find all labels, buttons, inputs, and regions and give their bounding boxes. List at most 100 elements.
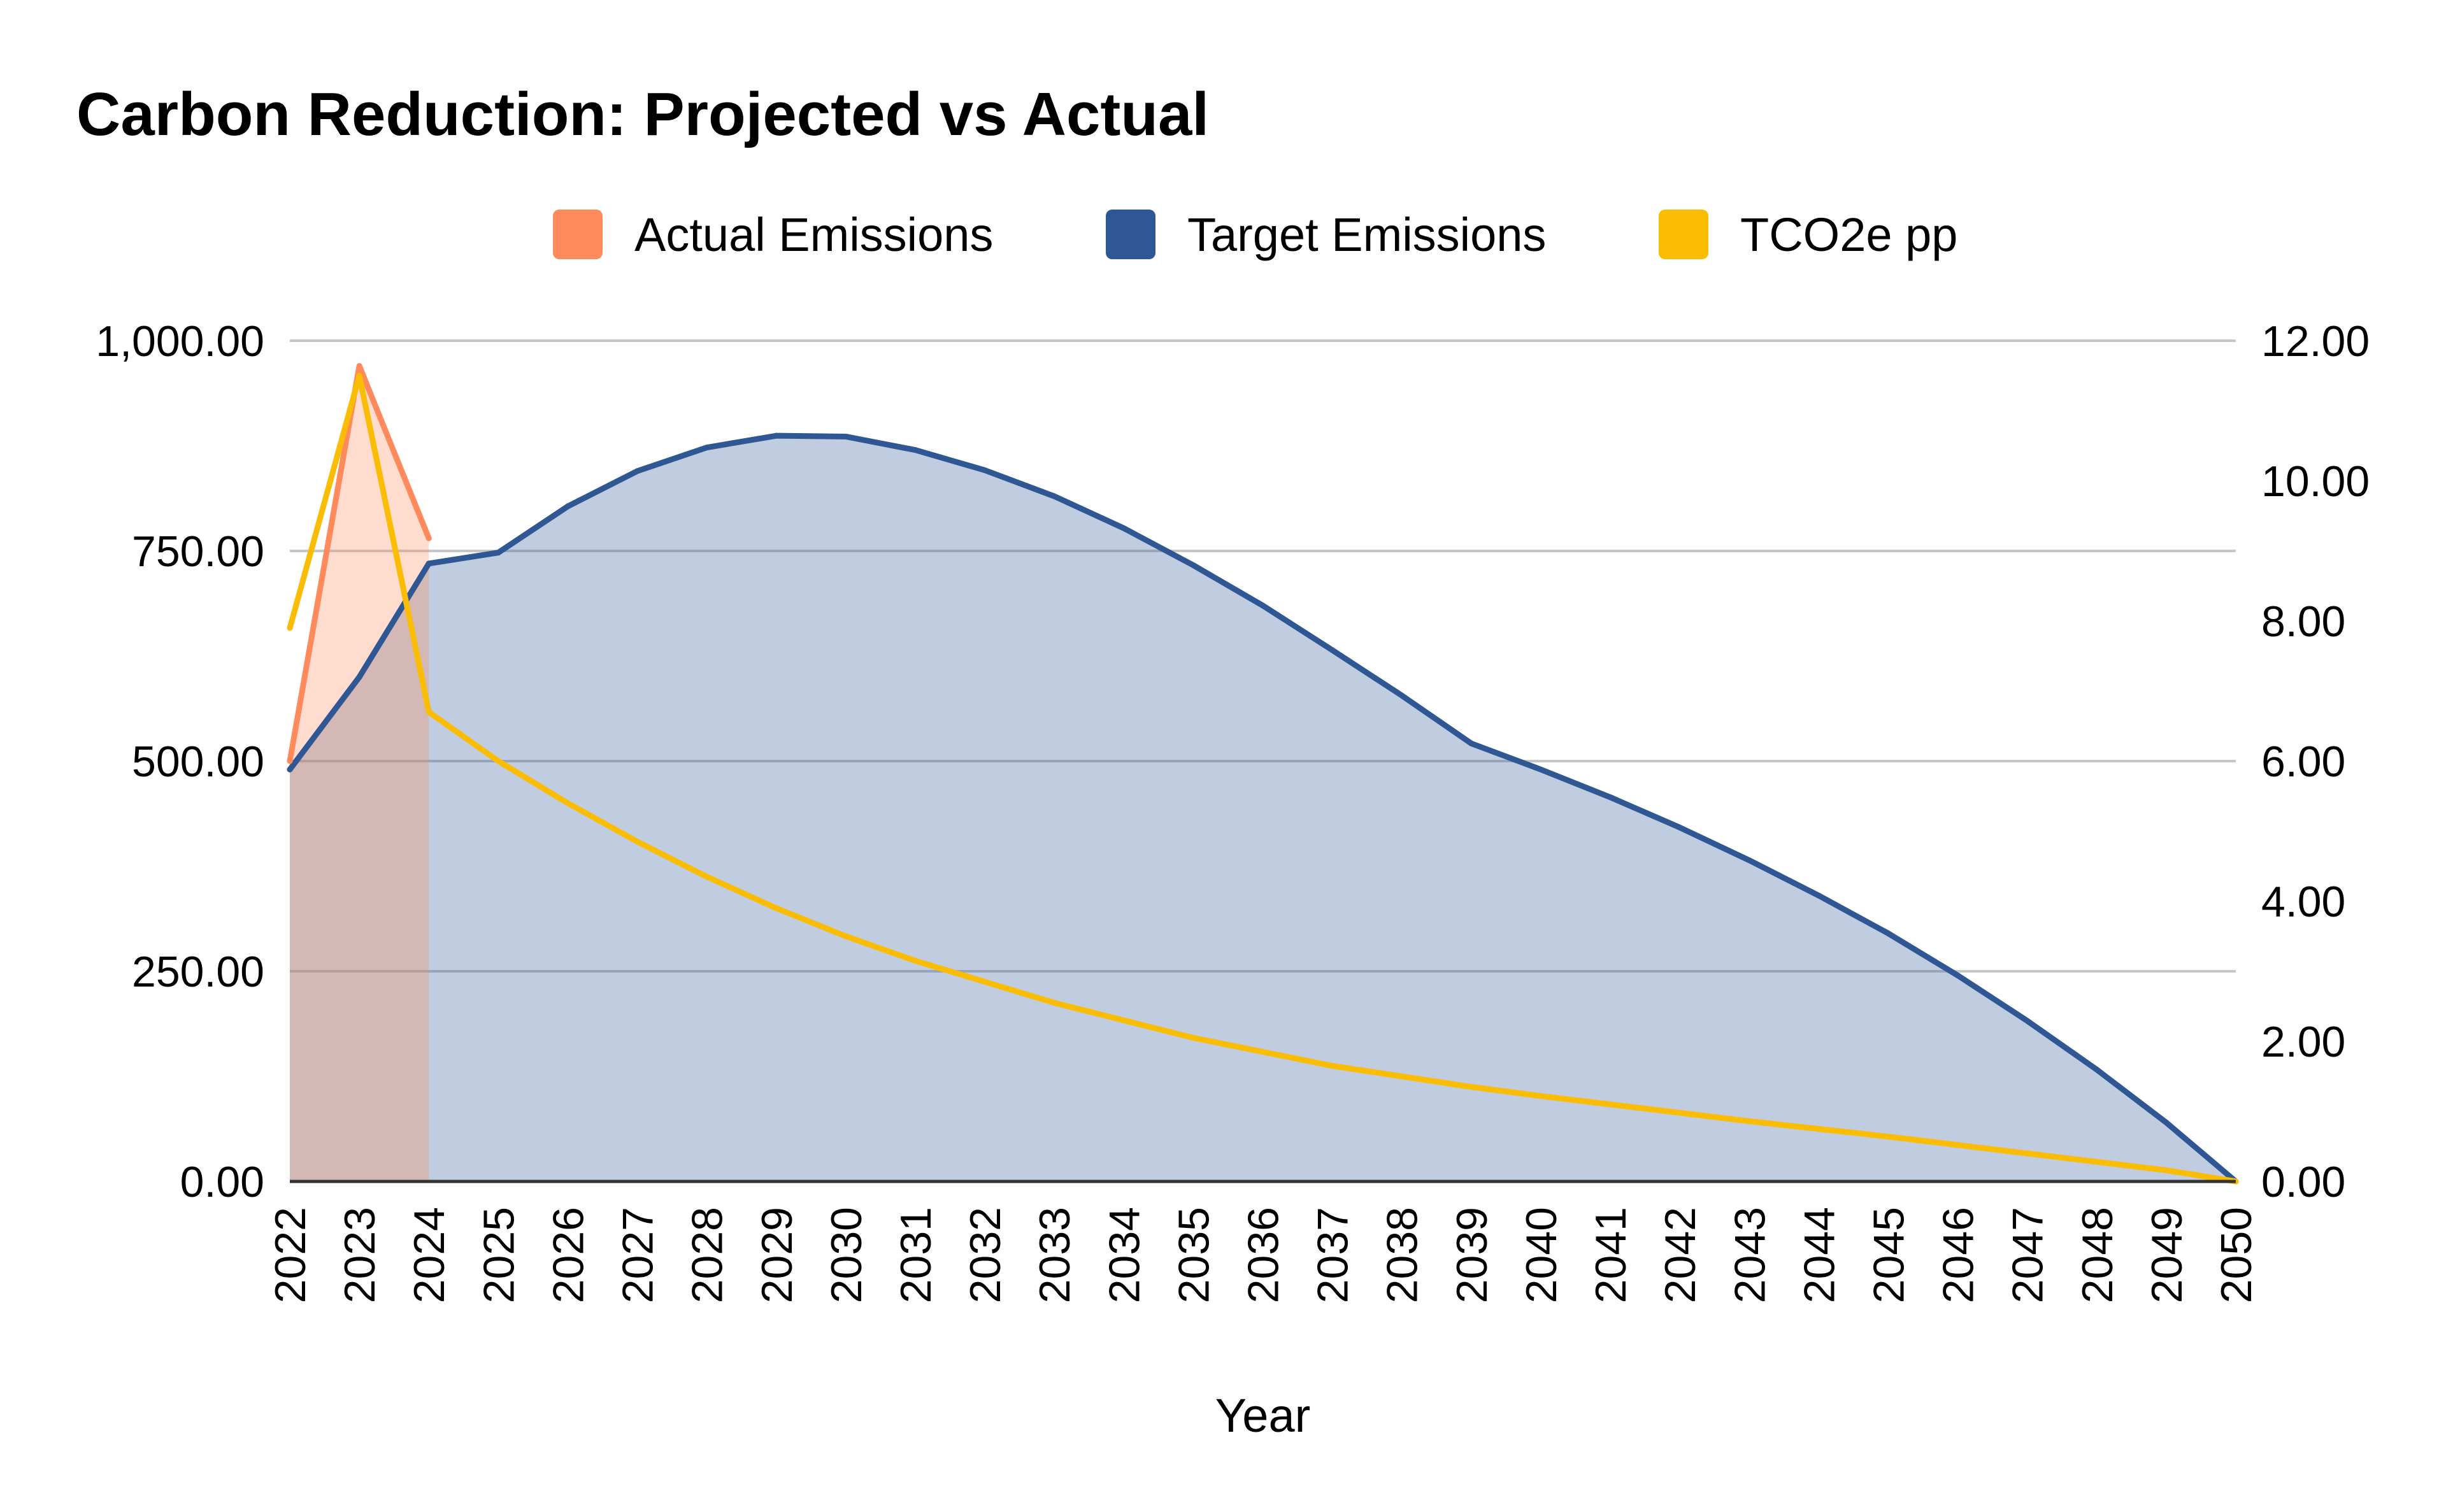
x-axis-ticks: 2022 2023 2024 2025 2026 2027 2028 2029 2030 2031… [266, 1207, 2261, 1303]
tco2e-pp-point [1260, 1049, 1266, 1055]
target-emissions-area [290, 436, 2236, 1182]
x-tick-label: 2042 [1656, 1207, 1705, 1303]
x-tick-label: 2045 [1864, 1207, 1913, 1303]
y-left-tick-label: 250.00 [132, 948, 264, 996]
y-right-tick-label: 10.00 [2261, 457, 2370, 506]
tco2e-pp-point [634, 839, 641, 845]
target-emissions-point [773, 432, 780, 439]
y-right-tick-label: 8.00 [2261, 597, 2345, 646]
x-tick-label: 2032 [961, 1207, 1010, 1303]
target-emissions-point [2094, 1066, 2100, 1073]
target-emissions-point [1955, 973, 1961, 979]
x-tick-label: 2028 [683, 1207, 732, 1303]
x-tick-label: 2025 [475, 1207, 523, 1303]
x-tick-label: 2050 [2212, 1207, 2261, 1303]
target-emissions-point [634, 468, 641, 474]
tco2e-pp-point [1607, 1101, 1613, 1108]
target-emissions-point [1329, 647, 1336, 653]
x-tick-label: 2047 [2004, 1207, 2052, 1303]
target-emissions-point [704, 445, 710, 451]
tco2e-pp-point [287, 625, 293, 631]
chart-title: Carbon Reduction: Projected vs Actual [76, 80, 1209, 148]
y-left-tick-label: 750.00 [132, 527, 264, 576]
y-left-tick-label: 500.00 [132, 738, 264, 786]
series-layer [287, 363, 2239, 1185]
tco2e-pp-point [1815, 1126, 1822, 1132]
target-emissions-point [1607, 794, 1613, 801]
x-tick-label: 2046 [1935, 1207, 1983, 1303]
tco2e-pp-point [426, 709, 432, 715]
target-emissions-point [564, 503, 571, 510]
legend-swatch-actual-emissions [553, 210, 603, 259]
tco2e-pp-point [912, 958, 919, 964]
y-right-tick-label: 4.00 [2261, 878, 2345, 926]
tco2e-pp-point [1677, 1109, 1683, 1116]
target-emissions-point [1260, 603, 1266, 609]
tco2e-pp-point [2024, 1150, 2031, 1157]
tco2e-pp-point [704, 874, 710, 880]
target-emissions-point [1677, 824, 1683, 831]
x-tick-label: 2038 [1378, 1207, 1427, 1303]
tco2e-pp-point [1120, 1017, 1127, 1023]
actual-emissions-point [426, 535, 432, 541]
y-right-tick-label: 2.00 [2261, 1018, 2345, 1066]
target-emissions-point [912, 447, 919, 453]
tco2e-pp-point [1885, 1134, 1891, 1140]
legend-label-actual-emissions: Actual Emissions [634, 208, 993, 261]
x-tick-label: 2044 [1795, 1207, 1843, 1303]
target-emissions-point [1885, 931, 1891, 937]
x-tick-label: 2041 [1587, 1207, 1635, 1303]
tco2e-pp-point [1746, 1118, 1752, 1124]
x-tick-label: 2035 [1169, 1207, 1218, 1303]
x-tick-label: 2030 [822, 1207, 871, 1303]
x-tick-label: 2031 [892, 1207, 940, 1303]
target-emissions-point [1190, 562, 1196, 568]
target-emissions-point [2163, 1120, 2170, 1126]
target-emissions-point [2024, 1018, 2031, 1024]
tco2e-pp-point [843, 933, 849, 939]
target-emissions-point [1051, 493, 1057, 499]
tco2e-pp-point [1538, 1093, 1544, 1099]
x-axis-title: Year [1215, 1389, 1311, 1442]
y-right-tick-label: 12.00 [2261, 317, 2370, 366]
x-tick-label: 2043 [1726, 1207, 1774, 1303]
legend-label-tco2e-pp: TCO2e pp [1740, 208, 1957, 261]
gridlines [290, 339, 2236, 973]
tco2e-pp-point [1190, 1035, 1196, 1041]
tco2e-pp-point [982, 979, 988, 985]
target-emissions-point [1538, 766, 1544, 773]
y-right-tick-label: 6.00 [2261, 738, 2345, 786]
x-tick-label: 2039 [1448, 1207, 1496, 1303]
tco2e-pp-point [2094, 1159, 2100, 1165]
x-tick-label: 2024 [405, 1207, 454, 1303]
x-tick-label: 2037 [1309, 1207, 1357, 1303]
legend-label-target-emissions: Target Emissions [1187, 208, 1546, 261]
x-tick-label: 2026 [544, 1207, 592, 1303]
x-tick-label: 2040 [1517, 1207, 1566, 1303]
tco2e-pp-point [1051, 1000, 1057, 1006]
tco2e-pp-point [564, 800, 571, 806]
target-emissions-point [982, 467, 988, 473]
tco2e-pp-point [495, 758, 501, 764]
y-axis-right-ticks: 0.00 2.00 4.00 6.00 8.00 10.00 12.00 [2261, 317, 2370, 1206]
y-axis-left-ticks: 0.00 250.00 500.00 750.00 1,000.00 [96, 317, 264, 1206]
actual-emissions-point [356, 363, 362, 369]
target-emissions-point [843, 433, 849, 439]
legend-swatch-target-emissions [1106, 210, 1155, 259]
x-tick-label: 2022 [266, 1207, 315, 1303]
target-emissions-point [356, 674, 362, 680]
target-emissions-point [1815, 892, 1822, 899]
x-tick-label: 2027 [614, 1207, 662, 1303]
x-tick-label: 2049 [2143, 1207, 2191, 1303]
tco2e-pp-point [1468, 1084, 1475, 1090]
target-emissions-point [1746, 857, 1752, 864]
target-emissions-point [495, 550, 501, 556]
tco2e-pp-point [2163, 1167, 2170, 1173]
tco2e-pp-point [1329, 1063, 1336, 1069]
target-emissions-point [426, 560, 432, 567]
x-tick-label: 2023 [336, 1207, 384, 1303]
target-emissions-point [287, 766, 293, 773]
legend: Actual Emissions Target Emissions TCO2e pp [553, 208, 1957, 261]
